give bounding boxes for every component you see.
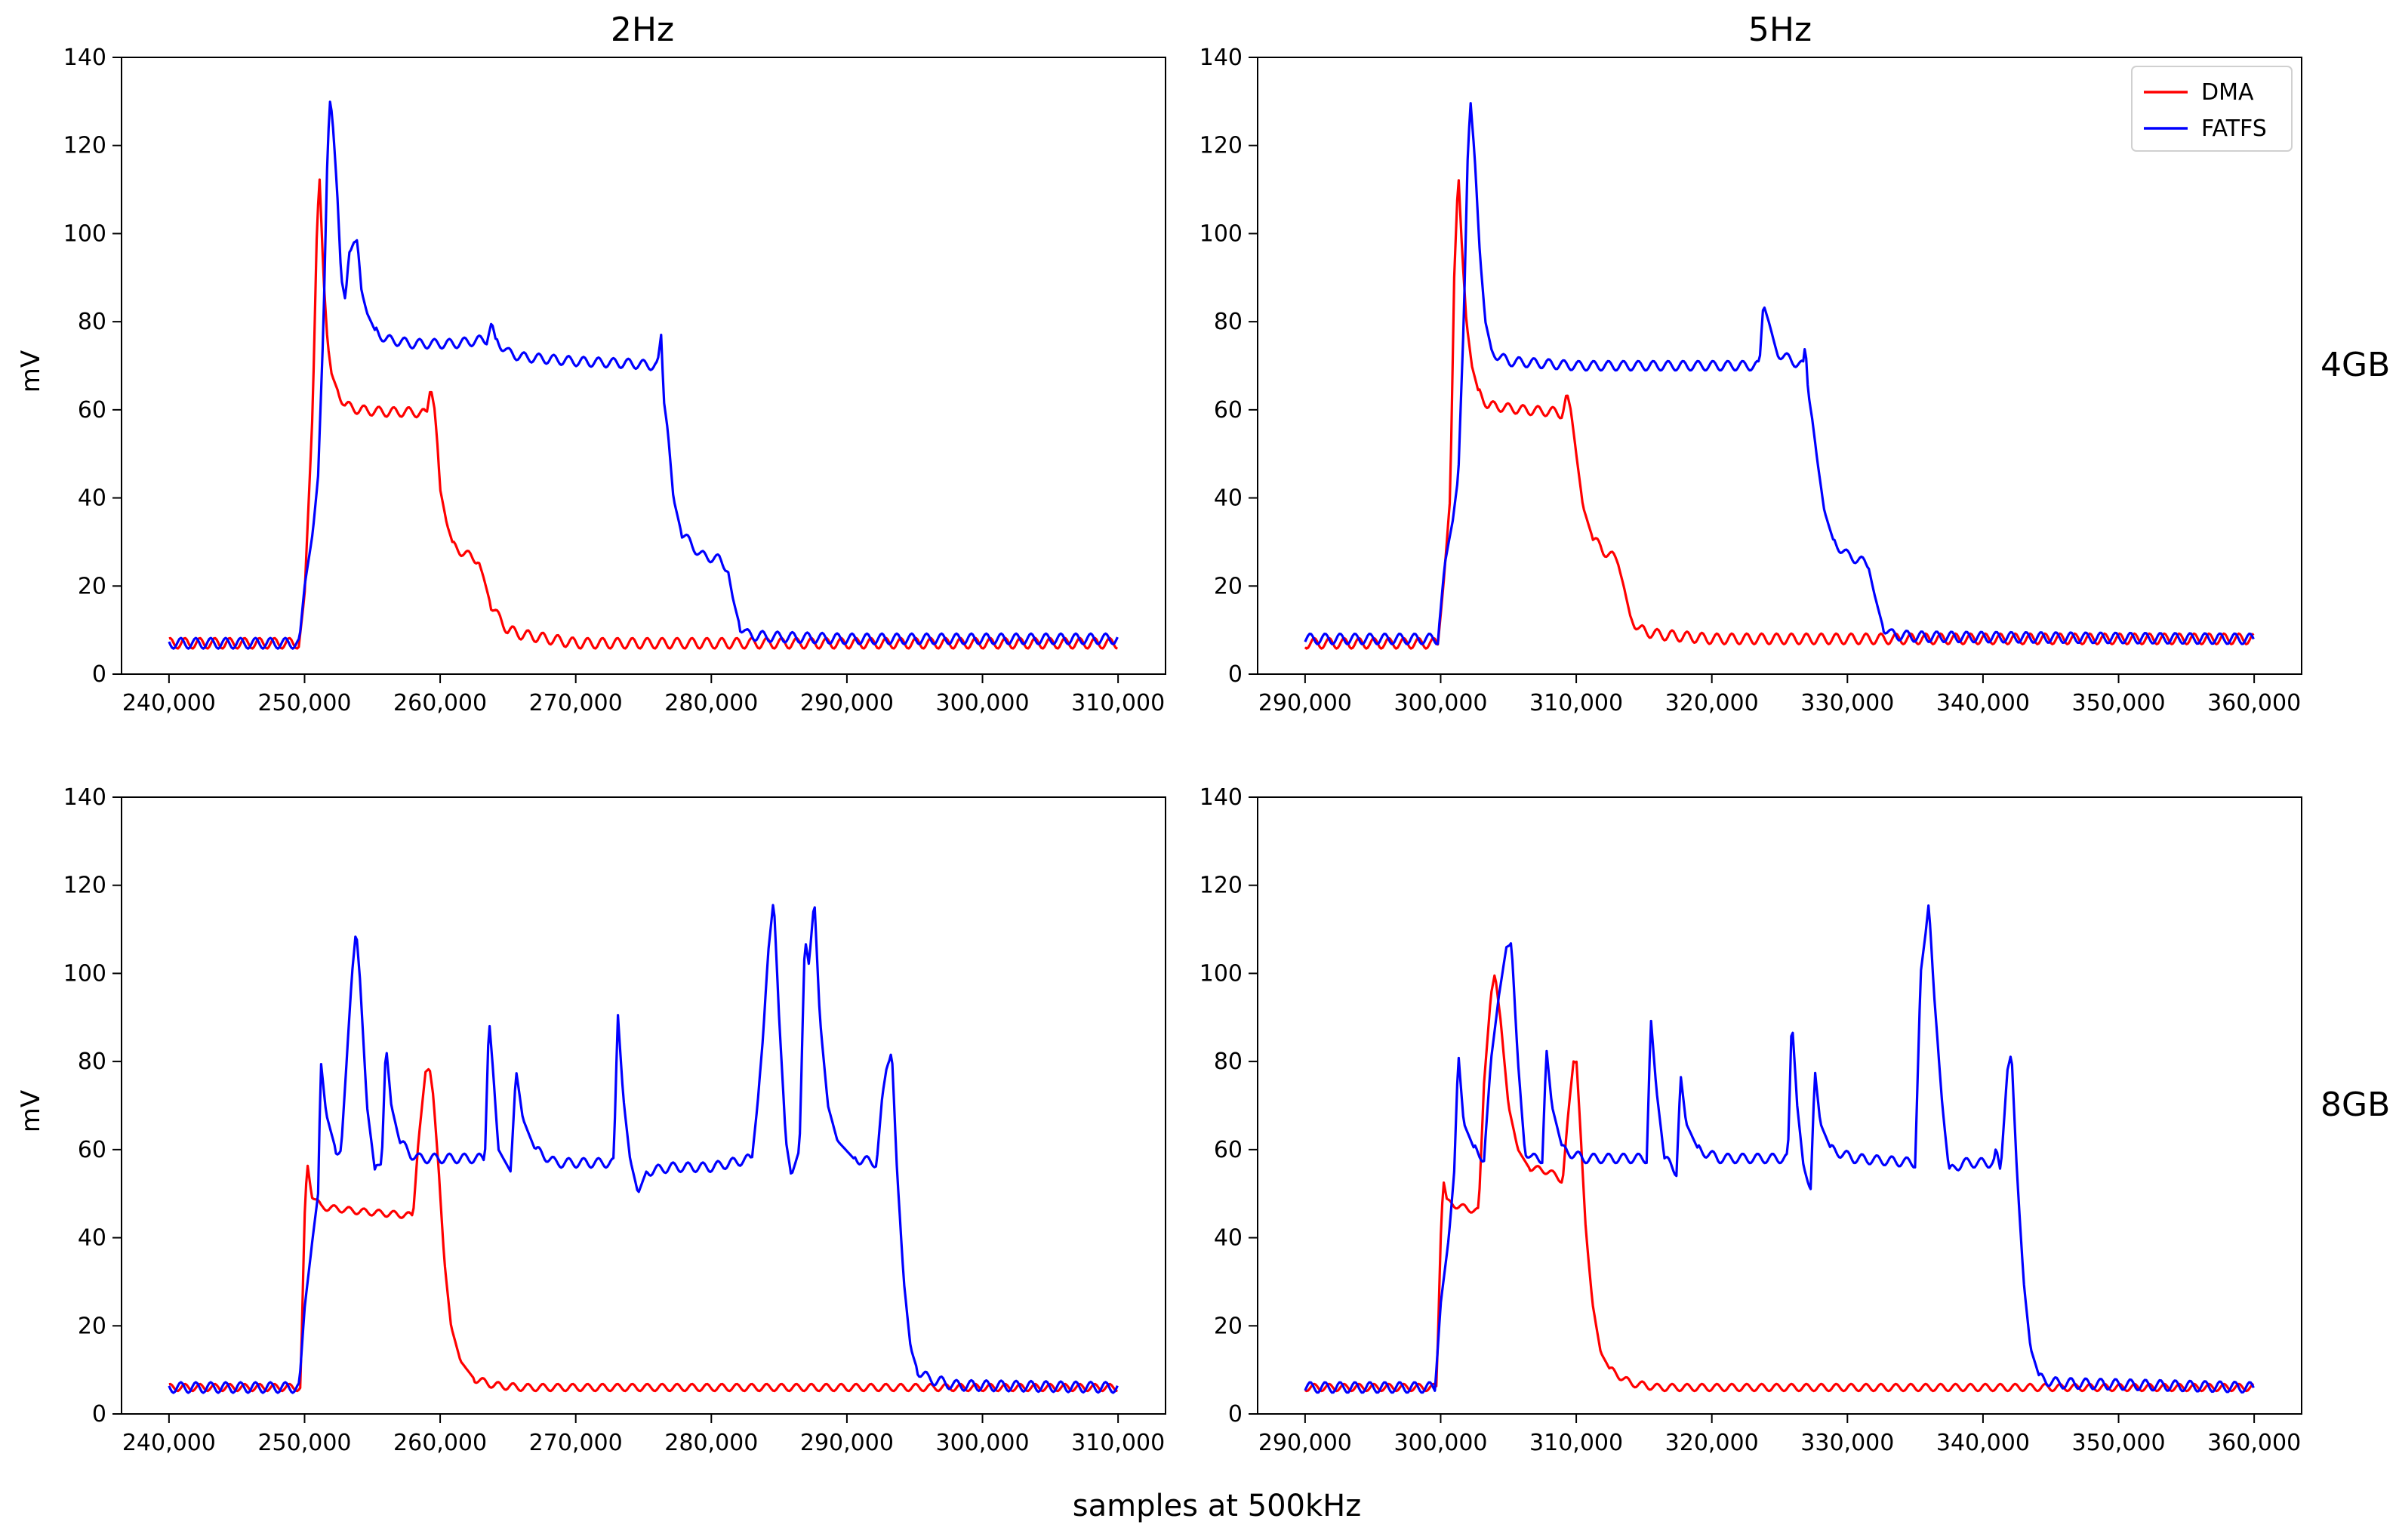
y-tick-label: 60 (1214, 1137, 1243, 1163)
y-tick-label: 20 (1214, 1313, 1243, 1339)
series-line-fatfs-2 (1304, 102, 2255, 645)
y-tick-label: 140 (1200, 45, 1243, 71)
y-tick-label: 120 (63, 133, 106, 159)
y-tick-label: 0 (1228, 1401, 1243, 1428)
y-tick-label: 120 (63, 873, 106, 899)
chart-panel-1: 0 20 40 60 80 100 120 140 240,000 250,000 260,000 2… (63, 45, 1166, 716)
x-tick-label: 340,000 (1936, 690, 2030, 716)
column-title-2hz: 2Hz (611, 11, 674, 49)
y-tick-label: 80 (78, 1049, 106, 1075)
x-tick-label: 300,000 (1394, 1430, 1487, 1456)
y-tick-label: 60 (78, 397, 106, 424)
x-tick-label: 240,000 (122, 1430, 216, 1456)
x-tick-label: 330,000 (1800, 1430, 1894, 1456)
x-tick-label: 290,000 (800, 690, 894, 716)
y-tick-label: 80 (1214, 309, 1243, 335)
y-tick-label: 0 (92, 661, 106, 688)
y-tick-label: 100 (63, 960, 106, 987)
y-tick-label: 20 (1214, 573, 1243, 599)
legend: DMA FATFS (2131, 66, 2293, 152)
y-tick-label: 120 (1200, 873, 1243, 899)
chart-panel-2: 0 20 40 60 80 100 120 140 290,000 300,000 310,000 3… (1200, 45, 2302, 716)
series-line-dma-4 (1304, 974, 2255, 1393)
y-tick-label: 20 (78, 1313, 106, 1339)
x-tick-label: 320,000 (1665, 1430, 1759, 1456)
axes-frame (121, 796, 1166, 1415)
series-line-fatfs-4 (1304, 904, 2255, 1394)
y-tick-label: 0 (92, 1401, 106, 1428)
y-tick-label: 100 (1200, 960, 1243, 987)
y-tick-label: 60 (1214, 397, 1243, 424)
y-tick-label: 20 (78, 573, 106, 599)
x-axis-label: samples at 500kHz (1073, 1489, 1361, 1523)
x-tick-label: 250,000 (257, 690, 351, 716)
x-tick-label: 240,000 (122, 690, 216, 716)
x-tick-label: 300,000 (935, 1430, 1029, 1456)
x-tick-label: 310,000 (1529, 1430, 1623, 1456)
x-tick-label: 320,000 (1665, 690, 1759, 716)
x-tick-label: 290,000 (1258, 690, 1352, 716)
y-tick-label: 140 (1200, 784, 1243, 811)
axes-frame (1257, 796, 2302, 1415)
chart-panel-3: 0 20 40 60 80 100 120 140 240,000 250,000 260,000 2… (63, 784, 1166, 1456)
x-tick-label: 260,000 (393, 690, 487, 716)
y-tick-label: 100 (1200, 220, 1243, 247)
legend-label-fatfs: FATFS (2201, 116, 2267, 142)
y-tick-label: 80 (78, 309, 106, 335)
axes-frame (1257, 57, 2302, 675)
axes-frame (121, 57, 1166, 675)
y-tick-label: 40 (1214, 485, 1243, 512)
series-line-fatfs-1 (168, 100, 1119, 650)
y-tick-label: 60 (78, 1137, 106, 1163)
series-line-dma-2 (1304, 179, 2255, 650)
y-tick-label: 140 (63, 45, 106, 71)
chart-panel-4: 0 20 40 60 80 100 120 140 290,000 300,000 310,000 3… (1200, 784, 2302, 1456)
x-tick-label: 290,000 (800, 1430, 894, 1456)
y-tick-label: 40 (78, 1225, 106, 1252)
row-label-4gb: 4GB (2320, 346, 2390, 384)
x-tick-label: 310,000 (1529, 690, 1623, 716)
x-tick-label: 350,000 (2071, 690, 2165, 716)
legend-label-dma: DMA (2201, 79, 2254, 106)
x-tick-label: 250,000 (257, 1430, 351, 1456)
x-tick-label: 280,000 (664, 1430, 758, 1456)
y-axis-label-bottom: mV (16, 1090, 46, 1132)
y-axis-label-top: mV (16, 350, 46, 393)
x-tick-label: 280,000 (664, 690, 758, 716)
x-tick-label: 360,000 (2207, 690, 2301, 716)
x-tick-label: 300,000 (935, 690, 1029, 716)
y-tick-label: 80 (1214, 1049, 1243, 1075)
legend-box (2131, 66, 2293, 152)
y-tick-label: 100 (63, 220, 106, 247)
y-tick-label: 0 (1228, 661, 1243, 688)
series-line-dma-3 (168, 1067, 1118, 1393)
x-tick-label: 260,000 (393, 1430, 487, 1456)
series-line-dma-1 (168, 178, 1118, 650)
x-tick-label: 330,000 (1800, 690, 1894, 716)
x-tick-label: 340,000 (1936, 1430, 2030, 1456)
x-tick-label: 310,000 (1071, 690, 1165, 716)
y-tick-label: 120 (1200, 133, 1243, 159)
x-tick-label: 350,000 (2071, 1430, 2165, 1456)
x-tick-label: 270,000 (529, 1430, 623, 1456)
row-label-8gb: 8GB (2320, 1086, 2390, 1124)
x-tick-label: 290,000 (1258, 1430, 1352, 1456)
y-tick-label: 40 (78, 485, 106, 512)
x-tick-label: 300,000 (1394, 690, 1487, 716)
column-title-5hz: 5Hz (1748, 11, 1812, 49)
x-tick-label: 270,000 (529, 690, 623, 716)
x-tick-label: 360,000 (2207, 1430, 2301, 1456)
series-line-fatfs-3 (168, 904, 1119, 1394)
x-tick-label: 310,000 (1071, 1430, 1165, 1456)
y-tick-label: 140 (63, 784, 106, 811)
y-tick-label: 40 (1214, 1225, 1243, 1252)
